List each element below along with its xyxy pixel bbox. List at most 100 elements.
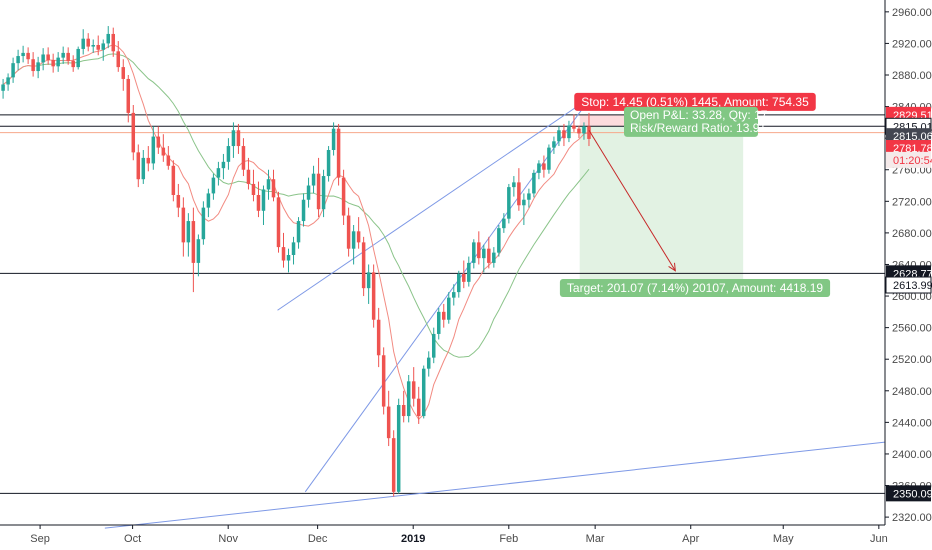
candle <box>482 244 486 273</box>
candle <box>66 47 70 65</box>
candle <box>146 146 151 172</box>
candle <box>452 284 456 306</box>
candle-body <box>472 242 476 263</box>
target-zone <box>579 126 744 286</box>
candle <box>271 169 276 202</box>
candle <box>552 136 556 154</box>
candle <box>236 123 241 154</box>
candle-body <box>532 172 536 194</box>
candle <box>156 126 161 154</box>
y-tick-label: 2600.00 <box>892 291 932 303</box>
candle <box>121 59 126 91</box>
candle <box>206 188 211 218</box>
candle <box>76 46 80 70</box>
candle-body <box>41 54 45 63</box>
candle-body <box>301 199 306 222</box>
price-tag-text: 2613.99 <box>893 280 932 292</box>
candle-body <box>351 231 356 249</box>
candle <box>492 247 496 268</box>
candle-body <box>512 182 516 188</box>
candle <box>582 122 586 140</box>
candle-body <box>146 157 151 164</box>
position-labels[interactable]: Stop: 14.45 (0.51%) 1445, Amount: 754.35… <box>559 92 831 298</box>
y-tick-label: 2960.00 <box>892 7 932 19</box>
y-tick-label: 2680.00 <box>892 228 932 240</box>
candle <box>181 197 186 257</box>
candle-body <box>517 182 521 206</box>
candle-body <box>396 405 401 492</box>
candle <box>246 157 251 190</box>
candle-body <box>331 128 336 150</box>
candle-body <box>46 54 50 60</box>
candle <box>502 213 506 233</box>
candle <box>436 307 441 340</box>
candle <box>61 46 65 64</box>
candle <box>301 193 306 227</box>
candle-body <box>306 185 311 200</box>
x-tick-label: Oct <box>124 533 141 545</box>
candle-body <box>492 252 496 263</box>
candle <box>101 39 105 61</box>
candle-body <box>361 242 366 289</box>
x-tick-label: Nov <box>218 533 238 545</box>
candle <box>537 160 541 180</box>
candle <box>366 264 371 304</box>
candle <box>81 29 85 55</box>
stop-label-bg <box>574 92 816 111</box>
candle <box>381 347 386 415</box>
candle <box>361 236 366 297</box>
price-tag-bg <box>885 276 932 294</box>
candle <box>472 239 476 269</box>
candle-body <box>1 84 5 91</box>
candle <box>221 153 226 180</box>
candle-body <box>537 163 541 173</box>
stop-label[interactable]: Stop: 14.45 (0.51%) 1445, Amount: 754.35 <box>574 92 816 111</box>
candle <box>21 45 25 63</box>
candle-body <box>116 51 121 68</box>
position-info-line2: Risk/Reward Ratio: 13.91 <box>630 121 766 135</box>
price-tag-bg <box>886 151 931 168</box>
candle-body <box>356 231 361 243</box>
x-tick-label: Sep <box>30 533 50 545</box>
x-tick-label: May <box>773 533 794 545</box>
x-tick-label: Apr <box>682 533 699 545</box>
candle-body <box>126 78 131 113</box>
x-tick-label: 2019 <box>401 533 425 545</box>
candle-body <box>487 248 491 263</box>
candle-body <box>81 38 85 49</box>
target-label[interactable]: Target: 201.07 (7.14%) 20107, Amount: 44… <box>559 279 831 298</box>
candle-body <box>66 52 70 61</box>
candle <box>371 264 376 328</box>
candle-body <box>276 197 281 248</box>
candle-body <box>436 311 441 334</box>
candle-body <box>6 77 10 85</box>
candle-body <box>507 187 511 219</box>
candle <box>131 105 136 161</box>
candle <box>11 57 15 83</box>
candle <box>447 292 451 324</box>
candle <box>71 55 75 72</box>
candle <box>141 150 146 184</box>
candle <box>46 47 50 65</box>
candle-body <box>542 163 546 170</box>
candle <box>391 430 396 497</box>
candle-body <box>567 125 571 139</box>
candle <box>532 169 536 198</box>
candle-body <box>316 173 321 210</box>
candle <box>31 52 35 77</box>
candle-body <box>51 60 55 67</box>
candle-body <box>431 333 436 358</box>
candle <box>151 126 156 170</box>
y-tick-label: 2520.00 <box>892 354 932 366</box>
candle-body <box>522 199 526 206</box>
candle-body <box>562 130 566 139</box>
candle <box>557 126 561 147</box>
candle-body <box>467 262 471 282</box>
candle <box>306 177 311 208</box>
candle-body <box>587 126 591 139</box>
candle <box>16 49 20 71</box>
candle <box>106 26 110 49</box>
